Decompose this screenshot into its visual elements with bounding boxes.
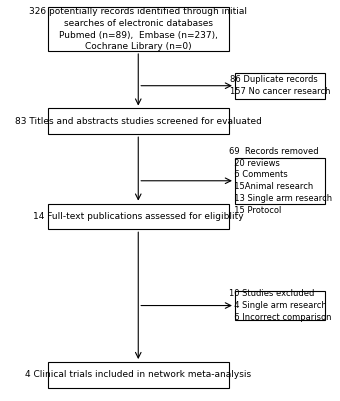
FancyBboxPatch shape [235,291,325,320]
Text: 14 Full-text publications assessed for eligiblity: 14 Full-text publications assessed for e… [33,212,243,221]
Text: 69  Records removed
  20 reviews
  6 Comments
  15Animal research
  13 Single ar: 69 Records removed 20 reviews 6 Comments… [228,147,332,215]
Text: 4 Clinical trials included in network meta-analysis: 4 Clinical trials included in network me… [25,371,251,379]
Text: 10 Studies excluded
  4 Single arm research
  6 Incorrect comparison: 10 Studies excluded 4 Single arm researc… [229,289,332,322]
FancyBboxPatch shape [235,73,325,99]
FancyBboxPatch shape [235,158,325,204]
FancyBboxPatch shape [48,204,229,229]
FancyBboxPatch shape [48,362,229,388]
Text: 326 potentially records identified through initial
searches of electronic databa: 326 potentially records identified throu… [29,7,247,51]
Text: 83 Titles and abstracts studies screened for evaluated: 83 Titles and abstracts studies screened… [15,117,262,126]
FancyBboxPatch shape [48,8,229,51]
Text: 86 Duplicate records
157 No cancer research: 86 Duplicate records 157 No cancer resea… [230,75,330,96]
FancyBboxPatch shape [48,109,229,134]
